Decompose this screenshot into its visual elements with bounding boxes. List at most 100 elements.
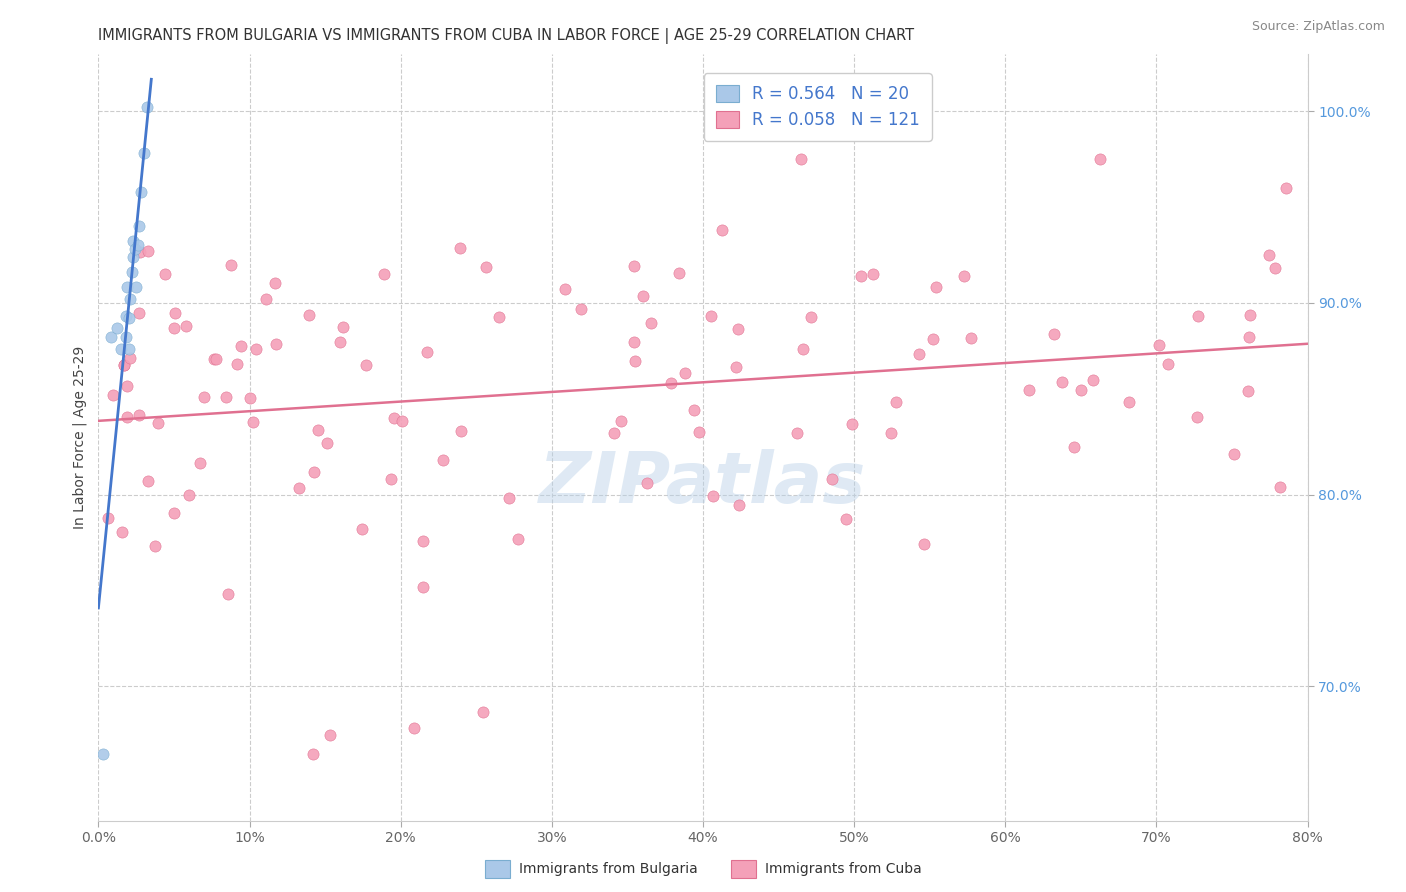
Point (1185, 410, 1208, 425)
Point (146, 417, 169, 431)
Point (688, 425, 710, 439)
Point (350, 522, 373, 536)
Text: IMMIGRANTS FROM BULGARIA VS IMMIGRANTS FROM CUBA IN LABOR FORCE | AGE 25-29 CORR: IMMIGRANTS FROM BULGARIA VS IMMIGRANTS F… (98, 28, 914, 44)
Point (1018, 383, 1040, 397)
Point (416, 345, 439, 359)
Point (792, 342, 814, 356)
Point (101, 388, 124, 402)
Point (129, 185, 152, 199)
Point (1157, 357, 1180, 371)
Point (114, 310, 136, 324)
Point (332, 319, 354, 334)
Point (135, 100, 157, 114)
Point (112, 358, 135, 372)
Point (471, 705, 494, 719)
Point (835, 512, 858, 526)
Point (623, 334, 645, 349)
Point (254, 292, 277, 306)
Point (1063, 440, 1085, 454)
Point (205, 351, 228, 366)
Point (1050, 375, 1073, 389)
Point (165, 305, 187, 319)
Point (488, 310, 510, 324)
Point (1239, 309, 1261, 323)
Point (1187, 309, 1209, 323)
Point (114, 330, 136, 344)
Point (111, 524, 134, 539)
Point (110, 342, 132, 356)
Point (380, 471, 402, 485)
Legend: R = 0.564   N = 20, R = 0.058   N = 121: R = 0.564 N = 20, R = 0.058 N = 121 (704, 73, 932, 141)
Point (328, 334, 350, 349)
Point (673, 366, 696, 380)
Point (105, 320, 128, 334)
Point (391, 414, 413, 428)
Point (1081, 374, 1104, 388)
Point (100, 330, 122, 344)
Point (125, 280, 148, 294)
Point (302, 465, 325, 479)
Point (449, 241, 471, 255)
Text: Source: ZipAtlas.com: Source: ZipAtlas.com (1251, 20, 1385, 33)
Point (450, 425, 472, 439)
Point (912, 537, 935, 551)
Text: Immigrants from Bulgaria: Immigrants from Bulgaria (519, 862, 697, 876)
Y-axis label: In Labor Force | Age 25-29: In Labor Force | Age 25-29 (73, 345, 87, 529)
Point (242, 415, 264, 429)
Point (163, 320, 186, 334)
Point (603, 425, 626, 440)
Point (1239, 329, 1261, 343)
Point (727, 322, 749, 336)
Point (91, 747, 114, 761)
Point (217, 587, 239, 601)
Point (1264, 260, 1286, 275)
Point (508, 532, 530, 546)
Point (226, 357, 249, 371)
Point (315, 435, 337, 450)
Point (177, 488, 200, 502)
Point (239, 391, 262, 405)
Point (880, 425, 903, 440)
Point (138, 244, 160, 258)
Bar (731, 860, 756, 879)
Point (432, 453, 454, 467)
Point (711, 223, 734, 237)
Point (155, 268, 177, 282)
Point (699, 309, 721, 323)
Point (623, 259, 645, 273)
Point (124, 242, 146, 256)
Point (288, 482, 311, 496)
Point (884, 395, 907, 409)
Point (668, 266, 690, 280)
Point (193, 390, 215, 404)
Point (1043, 327, 1066, 342)
Point (1222, 447, 1244, 461)
Point (724, 359, 747, 374)
Point (922, 332, 945, 346)
Point (786, 425, 808, 440)
Point (636, 475, 658, 490)
Point (384, 410, 406, 425)
Text: ZIPatlas: ZIPatlas (540, 449, 866, 517)
Point (1118, 395, 1140, 409)
Point (263, 276, 285, 290)
Point (136, 474, 159, 488)
Point (925, 279, 948, 293)
Point (800, 310, 823, 324)
Point (1268, 480, 1291, 494)
Point (624, 354, 647, 368)
Point (214, 390, 236, 404)
Point (498, 491, 520, 506)
Point (118, 311, 141, 326)
Point (1070, 384, 1092, 398)
Point (571, 301, 593, 316)
Point (640, 316, 662, 330)
Point (127, 238, 149, 252)
Point (219, 258, 242, 272)
Point (841, 417, 863, 431)
Point (790, 152, 813, 166)
Point (118, 351, 141, 366)
Point (373, 267, 395, 281)
Point (412, 580, 434, 594)
Point (960, 331, 983, 345)
